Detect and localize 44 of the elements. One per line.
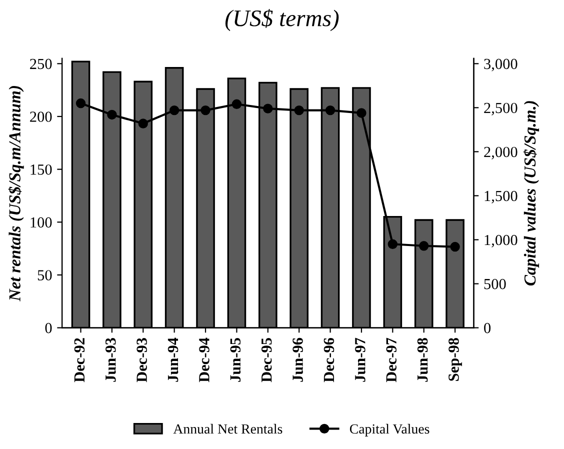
point bbox=[325, 105, 336, 116]
y2-tick-label: 0 bbox=[484, 322, 491, 334]
x-tick-label: Dec-97 bbox=[386, 338, 396, 382]
x-tick-label: Jun-97 bbox=[355, 338, 366, 382]
y2-tick-label: 1,500 bbox=[484, 190, 518, 204]
y2-tick-label: 3,000 bbox=[484, 58, 518, 72]
point bbox=[388, 239, 398, 249]
point bbox=[294, 105, 304, 116]
x-tick-label: Jun-96 bbox=[292, 338, 303, 382]
x-tick-label: Jun-93 bbox=[106, 338, 116, 382]
x-tick-label: Dec-93 bbox=[136, 338, 147, 382]
y-tick-label: 200 bbox=[30, 112, 52, 122]
legend-label: Capital Values bbox=[350, 424, 430, 436]
x-tick-label: Jun-95 bbox=[230, 338, 241, 382]
y-tick-label: 100 bbox=[30, 217, 52, 228]
y2-tick-label: 500 bbox=[484, 278, 506, 290]
y2-tick-label: 1,000 bbox=[484, 234, 518, 248]
x-tick-label: Jun-94 bbox=[168, 338, 178, 382]
point bbox=[107, 110, 117, 120]
x-tick-label: Dec-95 bbox=[261, 338, 272, 382]
y-tick-label: 150 bbox=[30, 164, 52, 175]
point bbox=[263, 104, 273, 114]
x-tick-label: Jun-98 bbox=[417, 338, 428, 382]
x-tick-label: Dec-96 bbox=[324, 338, 334, 382]
legend-label: Annual Net Rentals bbox=[173, 424, 282, 434]
point bbox=[450, 242, 460, 252]
chart-title: (US$ terms) bbox=[225, 8, 339, 32]
point bbox=[200, 105, 210, 116]
point bbox=[138, 118, 148, 128]
y2-tick-label: 2,500 bbox=[484, 102, 518, 116]
point bbox=[418, 241, 429, 251]
x-tick-label: Sep-98 bbox=[448, 338, 462, 381]
y2-tick-label: 2,000 bbox=[484, 146, 518, 160]
point bbox=[356, 108, 366, 118]
x-tick-label: Dec-92 bbox=[74, 338, 85, 382]
x-tick-label: Dec-94 bbox=[199, 338, 210, 382]
y-tick-label: 0 bbox=[45, 322, 52, 334]
y-tick-label: 50 bbox=[38, 270, 52, 280]
point bbox=[169, 105, 180, 116]
point bbox=[232, 99, 242, 110]
y-tick-label: 250 bbox=[30, 58, 52, 70]
point bbox=[76, 98, 86, 108]
y-axis-title: Net rentals (US$/Sq.m/Annum) bbox=[8, 86, 24, 302]
y2-axis-title: Capital values (US$/Sq.m.) bbox=[523, 101, 540, 286]
